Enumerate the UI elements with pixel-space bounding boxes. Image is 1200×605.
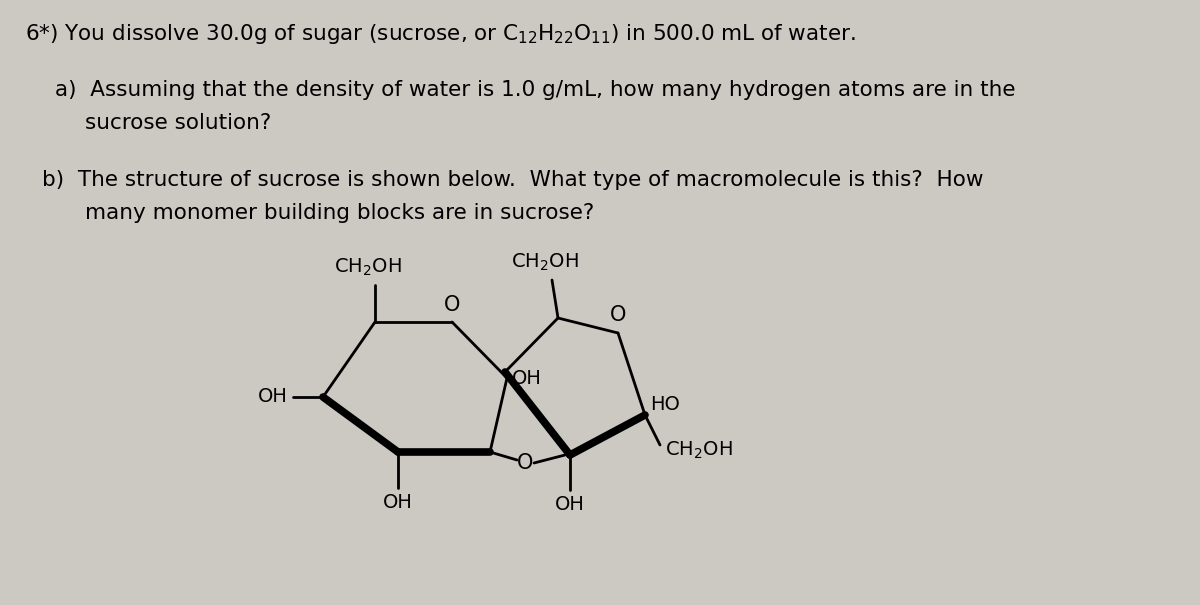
Text: many monomer building blocks are in sucrose?: many monomer building blocks are in sucr… (85, 203, 594, 223)
Text: a)  Assuming that the density of water is 1.0 g/mL, how many hydrogen atoms are : a) Assuming that the density of water is… (55, 80, 1015, 100)
Text: OH: OH (512, 368, 542, 387)
Text: OH: OH (258, 387, 288, 407)
Text: O: O (517, 453, 533, 473)
Text: 6*) You dissolve 30.0g of sugar (sucrose, or C$_{12}$H$_{22}$O$_{11}$) in 500.0 : 6*) You dissolve 30.0g of sugar (sucrose… (25, 22, 856, 46)
Text: b)  The structure of sucrose is shown below.  What type of macromolecule is this: b) The structure of sucrose is shown bel… (42, 170, 984, 190)
Text: OH: OH (556, 495, 584, 514)
Text: O: O (444, 295, 460, 315)
Text: sucrose solution?: sucrose solution? (85, 113, 271, 133)
Text: O: O (610, 305, 626, 325)
Text: OH: OH (383, 493, 413, 512)
Text: CH$_2$OH: CH$_2$OH (511, 252, 578, 273)
Text: HO: HO (650, 396, 680, 414)
Text: CH$_2$OH: CH$_2$OH (665, 439, 733, 460)
Text: CH$_2$OH: CH$_2$OH (334, 257, 402, 278)
